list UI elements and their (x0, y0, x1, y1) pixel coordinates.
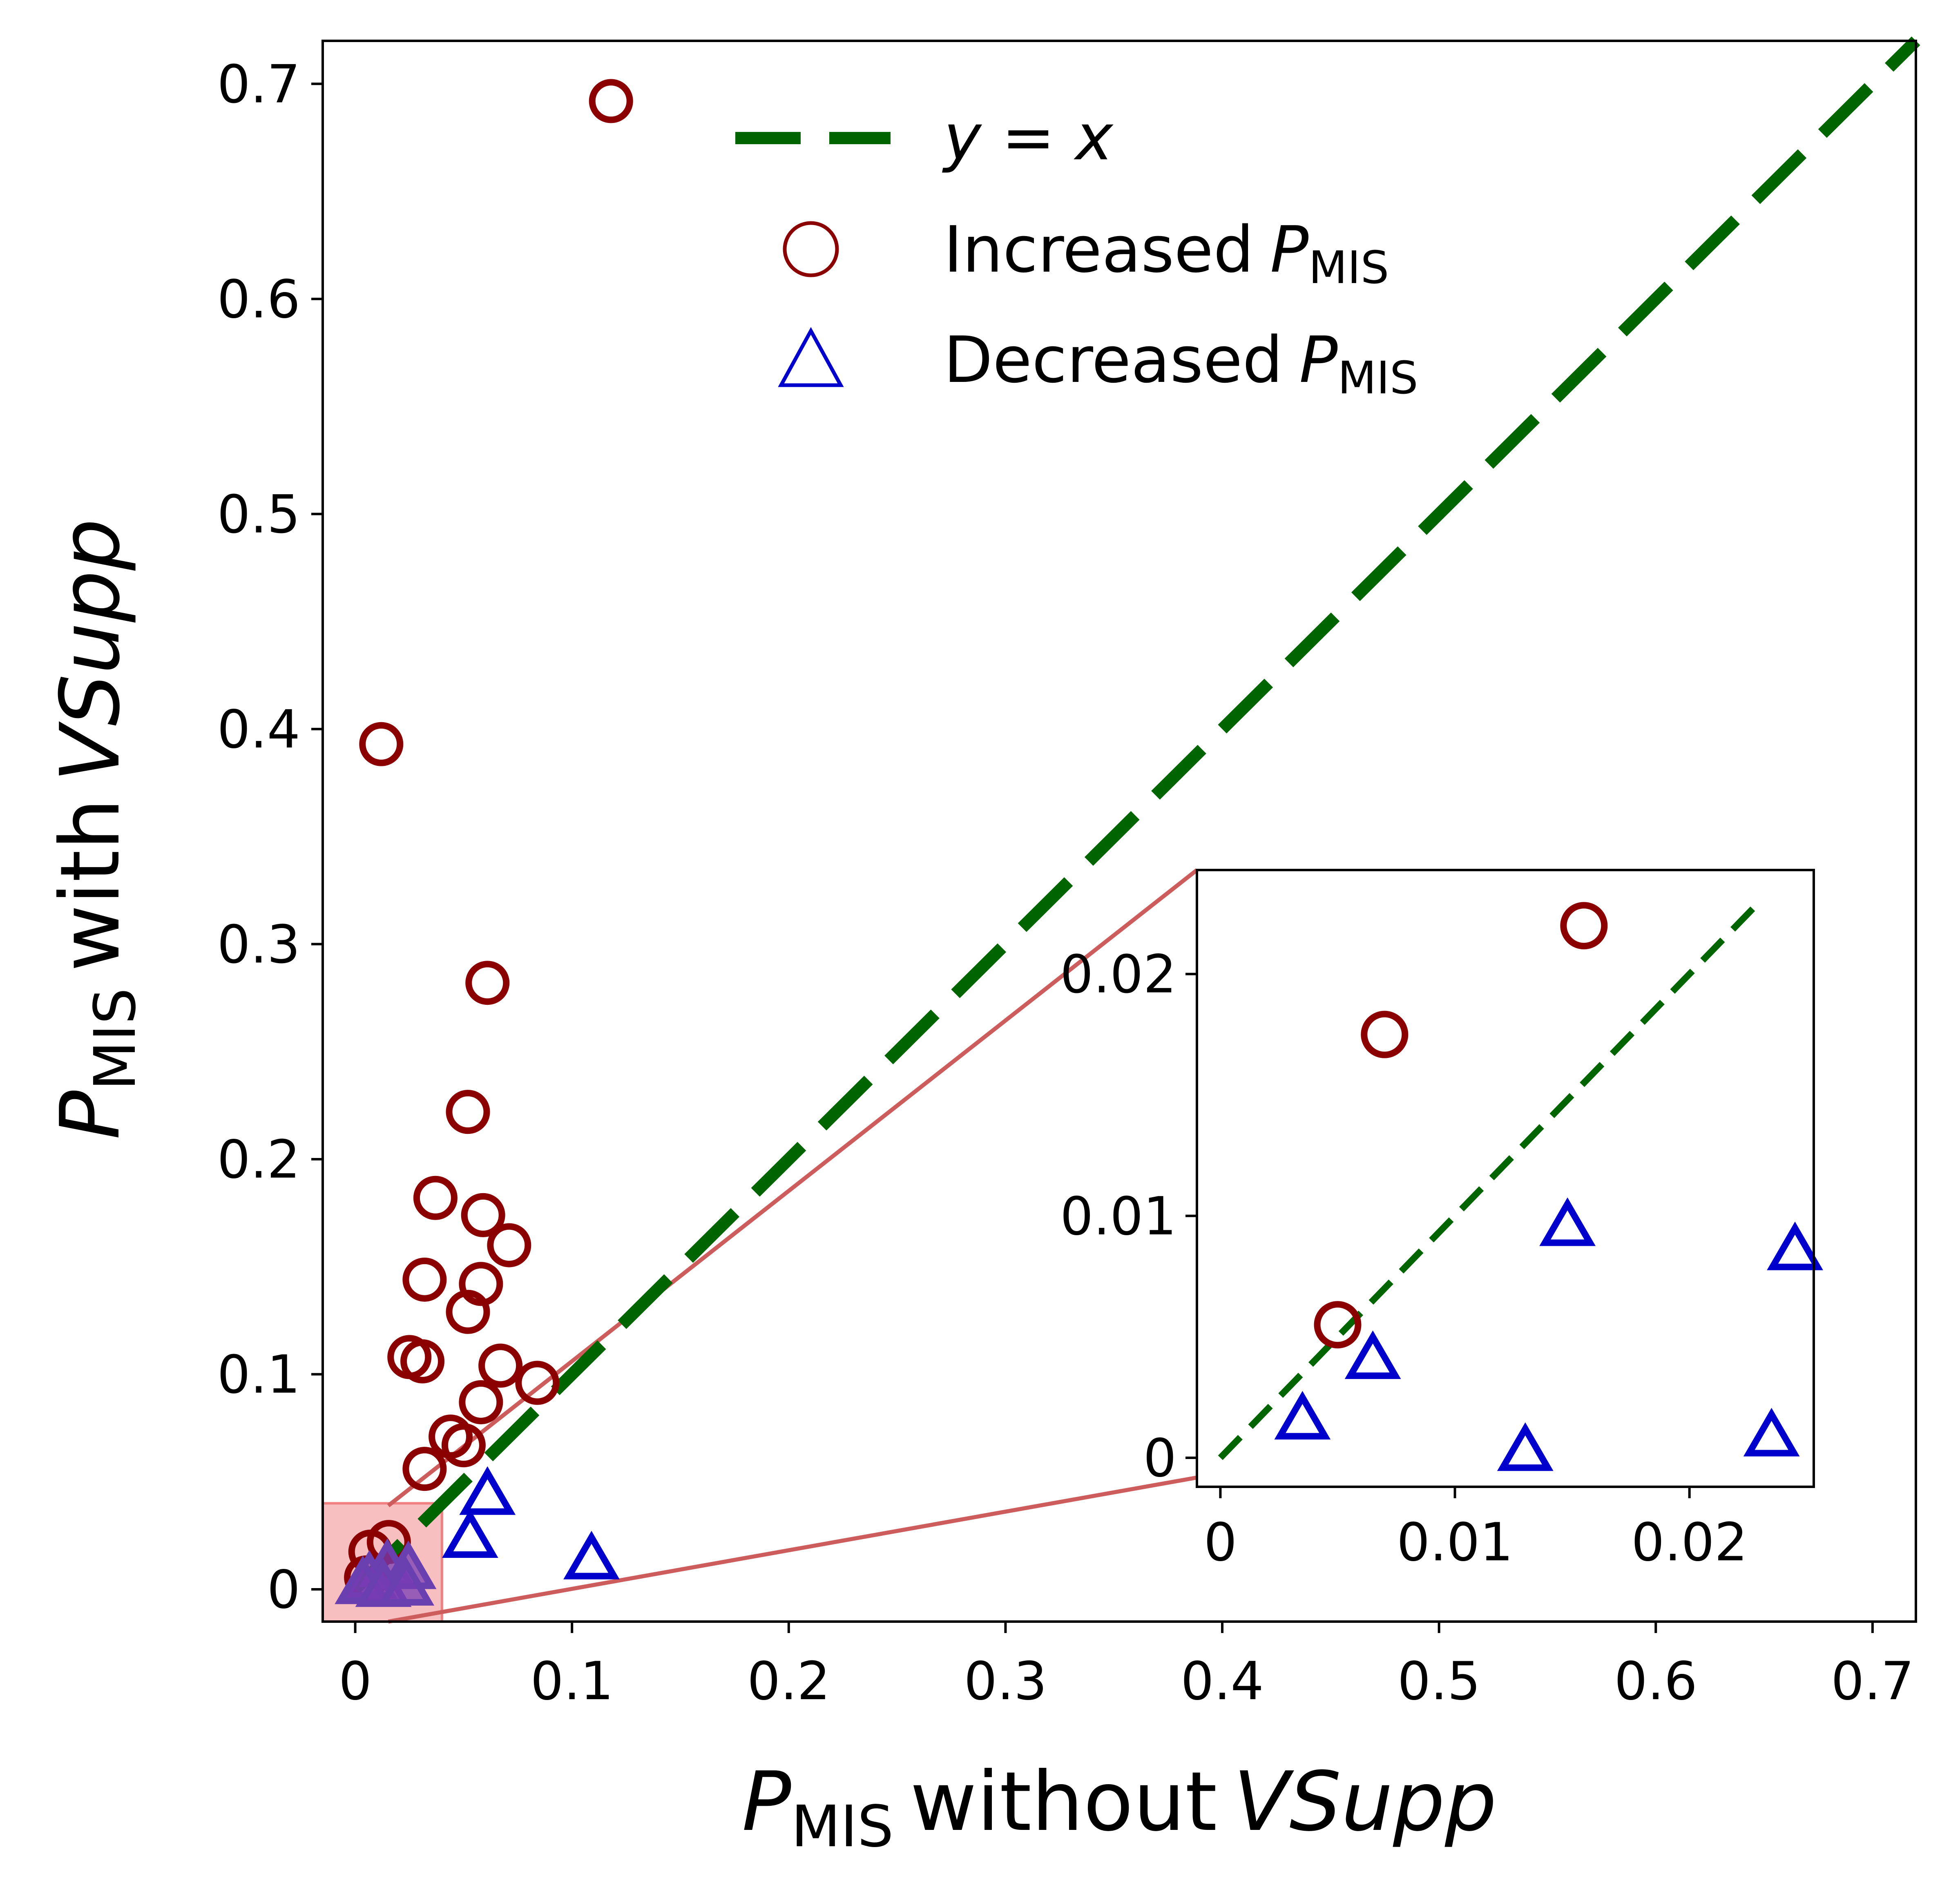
inset-data-points (1274, 902, 1823, 1471)
inset-x-axis-ticks: 0 0.01 0.02 (1204, 1487, 1748, 1573)
legend-increased-label: Increased PMIS (944, 212, 1389, 294)
x-axis-label-symbol: P (742, 1754, 791, 1850)
decreased-point (378, 1557, 435, 1606)
y-tick-label: 0.5 (217, 484, 300, 545)
inset-x-tick-label: 0.01 (1397, 1512, 1513, 1573)
inset-y-tick-label: 0 (1143, 1428, 1176, 1489)
y-axis-label: PMIS with VSupp (43, 519, 149, 1140)
increased-point (487, 1223, 531, 1267)
increased-point (478, 1343, 523, 1388)
x-axis-ticks: 0 0.1 0.2 0.3 0.4 0.5 0.6 0.7 (339, 1622, 1914, 1712)
inset-decreased-point (1767, 1221, 1823, 1270)
x-tick-label: 0 (339, 1651, 372, 1712)
inset-y-tick-label: 0.02 (1060, 944, 1176, 1005)
reference-line-y-equals-x (351, 36, 1920, 1594)
x-tick-label: 0.6 (1614, 1651, 1697, 1712)
x-tick-label: 0.2 (747, 1651, 830, 1712)
zoom-connector-top (387, 868, 1199, 1508)
increased-point (461, 1193, 505, 1237)
increased-point (515, 1361, 560, 1405)
decreased-point (442, 1509, 498, 1558)
main-plot: 0 0.1 0.2 0.3 0.4 0.5 0.6 0.7 00.10.20.30.40.50… (217, 36, 1920, 1712)
legend-reference-label: y = x (942, 100, 1114, 174)
legend-increased-text: Increased (944, 212, 1254, 287)
legend-decreased-text: Decreased (944, 323, 1283, 397)
legend-decreased-marker (778, 327, 844, 387)
increased-point (402, 1447, 447, 1491)
increased-point (589, 79, 633, 123)
x-tick-label: 0.4 (1181, 1651, 1264, 1712)
increased-point (446, 1090, 490, 1134)
x-tick-label: 0.1 (530, 1651, 614, 1712)
x-axis-label-italic: VSupp (1233, 1754, 1496, 1850)
inset-frame (1196, 869, 1815, 1488)
inset-decreased-point (1539, 1197, 1596, 1246)
legend: y = x Increased PMIS Decreased PMIS (735, 100, 1418, 404)
y-tick-label: 0.4 (217, 699, 300, 760)
decreased-point (459, 1466, 516, 1515)
inset-increased-point (1361, 1011, 1409, 1058)
legend-reference-y: y (942, 100, 982, 174)
legend-increased-subscript: MIS (1308, 241, 1389, 294)
inset-plot: 0 0.01 0.02 0 0.01 0.02 (1060, 869, 1823, 1573)
increased-point (446, 1290, 490, 1334)
y-tick-label: 0.3 (217, 914, 300, 975)
inset-decreased-point (1344, 1330, 1401, 1379)
legend-decreased-subscript: MIS (1338, 352, 1418, 404)
y-axis-label-symbol: P (43, 1090, 138, 1140)
y-axis-label-text: with (43, 798, 138, 971)
x-axis-label-text: without (910, 1754, 1217, 1850)
x-tick-label: 0.5 (1397, 1651, 1481, 1712)
inset-x-tick-label: 0 (1204, 1512, 1237, 1573)
main-plot-frame (321, 40, 1917, 1623)
zoom-connector-lines (387, 868, 1199, 1624)
increased-point (465, 961, 510, 1005)
inset-x-tick-label: 0.02 (1631, 1512, 1748, 1573)
x-tick-label: 0.3 (964, 1651, 1047, 1712)
y-tick-label: 0.2 (217, 1129, 300, 1190)
inset-background (1197, 870, 1814, 1487)
y-axis-label-italic: VSupp (43, 519, 138, 782)
decreased-point (563, 1530, 620, 1580)
y-tick-label: 0.1 (217, 1344, 300, 1405)
increased-point (459, 1380, 503, 1424)
legend-reference-eq: = (981, 100, 1075, 174)
y-axis-label-subscript: MIS (82, 988, 149, 1091)
x-tick-label: 0.7 (1831, 1651, 1914, 1712)
inset-decreased-point (1274, 1391, 1331, 1440)
y-tick-label: 0.7 (217, 54, 300, 115)
inset-increased-point (1314, 1301, 1362, 1349)
y-tick-label: 0.6 (217, 269, 300, 330)
legend-decreased-symbol: P (1299, 323, 1337, 397)
inset-increased-point (1560, 902, 1608, 950)
inset-y-tick-label: 0.01 (1060, 1186, 1176, 1247)
y-tick-label: 0 (267, 1559, 300, 1620)
inset-decreased-point (1743, 1408, 1800, 1457)
zoom-connector-bottom (388, 1475, 1197, 1624)
increased-point (359, 722, 404, 766)
increased-point (400, 1339, 445, 1383)
increased-point (413, 1176, 458, 1220)
legend-increased-marker (783, 221, 839, 277)
main-data-points (335, 79, 633, 1607)
increased-point (402, 1257, 447, 1302)
legend-increased-symbol: P (1270, 212, 1308, 287)
reference-line (351, 36, 1920, 1594)
inset-decreased-point (1497, 1422, 1554, 1471)
increased-point (441, 1423, 486, 1468)
legend-reference-x: x (1073, 100, 1114, 174)
inset-y-axis-ticks: 0 0.01 0.02 (1060, 944, 1197, 1489)
x-axis-label: PMIS without VSupp (742, 1754, 1497, 1860)
x-axis-label-subscript: MIS (791, 1794, 894, 1860)
legend-decreased-label: Decreased PMIS (944, 323, 1418, 404)
y-axis-ticks: 0 0.1 0.2 0.3 0.4 0.5 0.6 0.7 (217, 54, 323, 1620)
